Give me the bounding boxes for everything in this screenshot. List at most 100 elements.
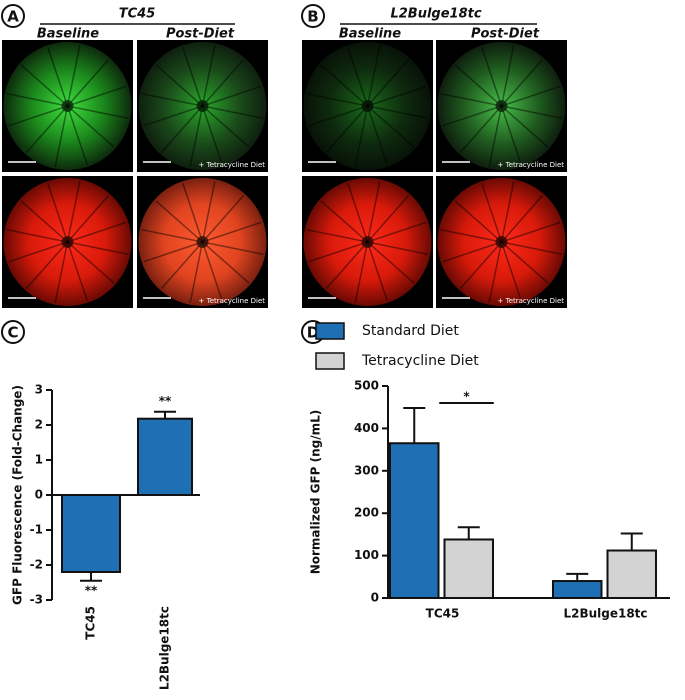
vessel <box>367 241 415 284</box>
vessel <box>202 221 262 243</box>
significance-label: * <box>463 390 470 404</box>
optic-disc <box>361 100 374 112</box>
vessel <box>141 92 203 107</box>
vessel <box>66 105 88 166</box>
y-tick-label: 1 <box>35 453 43 467</box>
vessel <box>500 181 515 243</box>
panel-title: L2Bulge18tc <box>390 7 481 22</box>
vessel <box>347 182 369 243</box>
vessel <box>67 241 129 256</box>
vessel <box>155 64 203 107</box>
panel-letter: B <box>307 8 318 26</box>
vessel <box>201 195 245 243</box>
y-tick-label: 400 <box>354 421 379 435</box>
vessel <box>66 181 81 243</box>
vessel <box>141 228 203 243</box>
vessel <box>143 241 203 263</box>
vessel <box>500 241 522 302</box>
bar <box>61 494 121 573</box>
vessel <box>308 241 368 263</box>
vessel <box>66 195 110 243</box>
vessel <box>501 105 549 148</box>
bar <box>137 417 193 497</box>
vessel <box>500 45 515 107</box>
y-tick-label: -3 <box>30 593 43 607</box>
optic-disc <box>196 236 209 248</box>
y-tick-label: 300 <box>354 463 379 477</box>
y-tick-label: -2 <box>30 558 43 572</box>
x-tick-label: L2Bulge18tc <box>563 607 647 621</box>
vessel <box>306 228 368 243</box>
overlay-label: + Tetracycline Diet <box>498 161 565 169</box>
vessel <box>202 241 264 256</box>
vessel <box>67 105 115 148</box>
vessel <box>459 241 503 289</box>
vessel <box>320 64 368 107</box>
vessel <box>500 59 544 107</box>
bar <box>443 538 494 599</box>
vessel <box>366 59 410 107</box>
vessel <box>201 105 223 166</box>
vessel <box>325 105 369 153</box>
vessel <box>442 241 502 263</box>
y-tick-label: 2 <box>35 418 43 432</box>
optic-disc <box>495 100 508 112</box>
vessel <box>47 46 69 107</box>
vessel <box>500 195 544 243</box>
vessel <box>201 181 216 243</box>
column-label: Baseline <box>37 27 99 42</box>
vessel <box>308 105 368 127</box>
y-tick-label: 200 <box>354 506 379 520</box>
vessel <box>501 241 549 284</box>
x-tick-label: L2Bulge18tc <box>158 606 172 690</box>
vessel <box>189 105 204 167</box>
vessel <box>160 241 204 289</box>
vessel <box>67 221 127 243</box>
vessel <box>440 228 502 243</box>
y-axis-label: GFP Fluorescence (Fold-Change) <box>11 385 25 605</box>
column-label: Post-Diet <box>166 27 235 42</box>
vessel <box>6 228 68 243</box>
panel-letter: C <box>7 324 18 342</box>
vessel <box>160 105 204 153</box>
vessel <box>488 105 503 167</box>
x-tick-label: TC45 <box>84 606 98 640</box>
vessel <box>6 92 68 107</box>
overlay-label: + Tetracycline Diet <box>498 297 565 305</box>
optic-disc <box>61 236 74 248</box>
vessel <box>347 46 369 107</box>
vessel <box>201 241 223 302</box>
charts: C GFP Fluorescence (Fold-Change) -3 -2 -1 0 1 2… <box>1 320 670 690</box>
vessel <box>454 64 502 107</box>
vessel <box>8 241 68 263</box>
vessel <box>202 241 250 284</box>
vessel <box>481 182 503 243</box>
vessel <box>143 105 203 127</box>
significance-label: ** <box>159 394 172 408</box>
vessel <box>320 200 368 243</box>
vessel <box>367 85 427 107</box>
vessel <box>501 221 561 243</box>
vessel <box>454 200 502 243</box>
vessel <box>367 105 429 120</box>
vessel <box>202 105 250 148</box>
vessel <box>366 181 381 243</box>
significance-label: ** <box>85 583 98 597</box>
vessel <box>201 59 245 107</box>
vessel <box>481 46 503 107</box>
vessel <box>366 105 388 166</box>
vessel <box>459 105 503 153</box>
vessel <box>20 64 68 107</box>
vessel <box>366 45 381 107</box>
column-label: Baseline <box>339 27 401 42</box>
vessel <box>366 195 410 243</box>
y-tick-label: -1 <box>30 523 43 537</box>
vessel <box>67 105 129 120</box>
vessel <box>442 105 502 127</box>
y-tick-label: 500 <box>354 379 379 393</box>
vessel <box>488 241 503 303</box>
optic-disc <box>61 100 74 112</box>
vessel <box>500 105 522 166</box>
vessel <box>8 105 68 127</box>
